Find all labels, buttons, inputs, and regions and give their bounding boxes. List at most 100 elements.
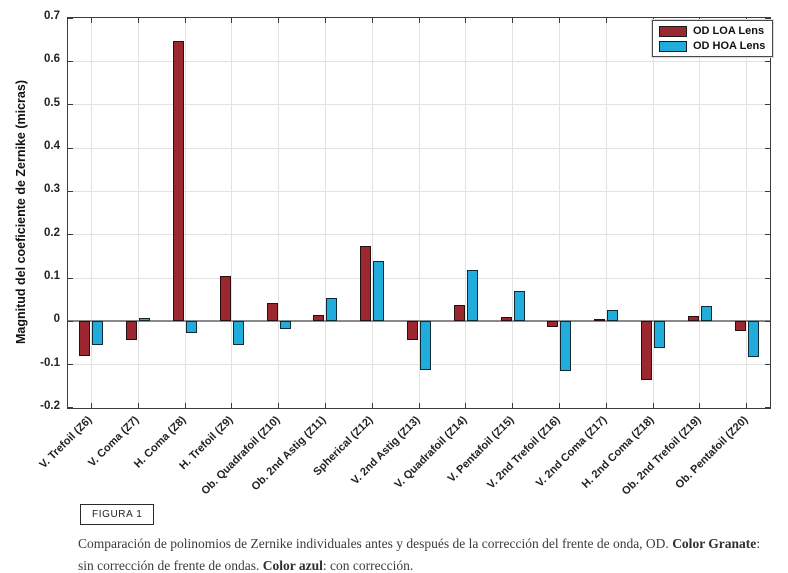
axis-tick: [765, 407, 770, 408]
axis-tick: [137, 18, 139, 23]
bar-loa-7: [126, 321, 138, 340]
axis-tick: [512, 18, 514, 23]
axis-tick: [765, 147, 770, 149]
axis-tick: [68, 147, 73, 149]
legend-label: OD LOA Lens: [693, 25, 765, 37]
gridline-vertical: [278, 18, 280, 408]
bar-loa-19: [687, 316, 699, 322]
axis-tick: [765, 234, 770, 236]
bar-loa-15: [500, 317, 512, 322]
caption-segment: : sin corrección de frente de ondas.: [78, 536, 761, 573]
axis-tick: [699, 403, 701, 408]
axis-tick: [184, 18, 186, 23]
axis-tick: [278, 18, 280, 23]
axis-tick: [68, 60, 73, 62]
bar-hoa-13: [420, 321, 431, 370]
gridline-vertical: [652, 18, 654, 408]
bar-hoa-20: [747, 321, 759, 357]
legend-swatch: [659, 25, 687, 37]
bar-loa-17: [594, 318, 606, 322]
bar-loa-18: [641, 321, 652, 381]
axis-tick: [765, 18, 770, 19]
bar-loa-16: [547, 321, 559, 327]
y-tick-label: 0.3: [44, 183, 60, 196]
bar-hoa-10: [279, 321, 291, 330]
caption-bold-segment: Color Granate: [672, 536, 757, 551]
gridline-vertical: [512, 18, 514, 408]
axis-tick: [765, 60, 770, 62]
axis-tick: [465, 18, 467, 23]
gridline-vertical: [746, 18, 748, 408]
axis-tick: [765, 320, 770, 322]
y-tick-label: -0.1: [40, 356, 60, 369]
axis-tick: [68, 18, 73, 19]
y-tick-label: 0.4: [44, 140, 60, 152]
axis-tick: [68, 277, 73, 279]
bar-hoa-15: [513, 291, 525, 322]
axis-tick: [231, 403, 233, 408]
y-tick-label: 0.7: [44, 10, 60, 22]
axis-tick: [90, 18, 92, 23]
bar-hoa-19: [700, 305, 712, 322]
axis-tick: [68, 320, 73, 322]
axis-tick: [68, 364, 73, 366]
caption-segment: Comparación de polinomios de Zernike ind…: [78, 536, 673, 551]
bar-hoa-14: [466, 270, 478, 322]
zero-axis-line: [68, 320, 770, 323]
bar-hoa-9: [232, 321, 244, 346]
axis-tick: [765, 364, 770, 366]
figure-caption: Comparación de polinomios de Zernike ind…: [78, 533, 770, 573]
axis-tick: [68, 407, 73, 408]
legend-swatch: [659, 40, 687, 52]
y-tick-label: -0.2: [40, 400, 60, 412]
axis-tick: [137, 403, 139, 408]
gridline-vertical: [418, 18, 420, 408]
axis-tick: [465, 403, 467, 408]
y-tick-label: 0.6: [44, 53, 60, 66]
axis-tick: [371, 403, 373, 408]
gridline-vertical: [371, 18, 373, 408]
bar-hoa-7: [139, 318, 151, 322]
legend-label: OD HOA Lens: [693, 40, 766, 52]
bar-loa-6: [79, 321, 91, 356]
bar-loa-14: [453, 305, 465, 322]
axis-tick: [371, 18, 373, 23]
bar-hoa-18: [654, 321, 665, 349]
axis-tick: [558, 403, 560, 408]
bar-hoa-17: [607, 309, 619, 322]
axis-tick: [512, 403, 514, 408]
y-axis-label: Magnitud del coeficiente de Zernike (mic…: [14, 80, 28, 344]
axis-tick: [652, 403, 654, 408]
gridline-vertical: [90, 18, 92, 408]
gridline-vertical: [137, 18, 139, 408]
axis-tick: [765, 190, 770, 192]
plot-area: [67, 17, 771, 409]
bar-loa-20: [734, 321, 746, 331]
legend-item: OD LOA Lens: [659, 25, 765, 37]
bar-loa-13: [407, 321, 418, 340]
axis-tick: [324, 403, 326, 408]
axis-tick: [278, 403, 280, 408]
figure-label: FIGURA 1: [92, 509, 143, 520]
legend-item: OD HOA Lens: [659, 40, 765, 52]
bar-loa-12: [360, 246, 372, 322]
figure-label-box: FIGURA 1: [80, 504, 155, 525]
y-tick-label: 0.2: [44, 226, 60, 239]
axis-tick: [558, 18, 560, 23]
bar-loa-8: [173, 40, 184, 322]
bar-hoa-11: [326, 297, 338, 322]
y-tick-label: 0: [53, 313, 60, 326]
bar-hoa-8: [186, 321, 197, 334]
axis-tick: [90, 403, 92, 408]
axis-tick: [605, 403, 607, 408]
caption-segment: : con corrección.: [322, 557, 414, 573]
gridline-vertical: [231, 18, 233, 408]
gridline-vertical: [324, 18, 326, 408]
bar-loa-9: [219, 276, 231, 322]
axis-tick: [324, 18, 326, 23]
bar-hoa-12: [373, 261, 385, 322]
axis-tick: [68, 104, 73, 106]
axis-tick: [605, 18, 607, 23]
y-tick-label: 0.5: [44, 96, 60, 109]
